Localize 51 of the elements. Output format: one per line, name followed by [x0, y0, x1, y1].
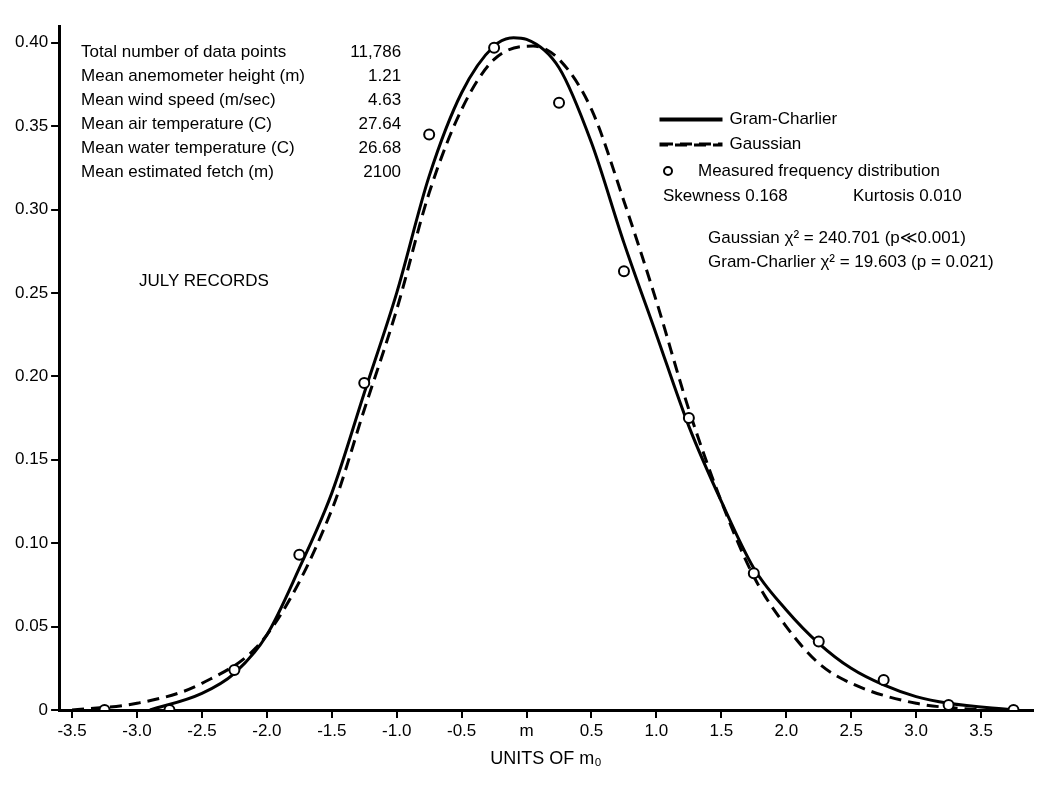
x-tick-label: 0.5 — [579, 720, 604, 740]
legend-label: Gaussian — [729, 134, 802, 154]
text: Mean anemometer height (m) 1.21 — [81, 65, 402, 85]
point — [877, 673, 890, 686]
y-tick-label: 0.15 — [14, 449, 49, 469]
x-axis-title: UNITS OF m₀ — [490, 748, 602, 769]
annotation: Gram-Charlier χ² = 19.603 (p = 0.021) — [708, 251, 994, 271]
text: Mean estimated fetch (m) 2100 — [81, 161, 402, 181]
annotation: JULY RECORDS — [139, 270, 269, 290]
y-tick-label: 0 — [38, 699, 49, 719]
point — [423, 128, 436, 141]
point — [942, 699, 955, 710]
point — [228, 663, 241, 676]
x-tick-label: 1.0 — [644, 720, 669, 740]
x-tick-label: 3.0 — [904, 720, 928, 740]
x-tick-label: -2.5 — [187, 720, 217, 740]
x-tick-label: -3.0 — [122, 720, 152, 740]
point — [747, 567, 760, 580]
text: Mean water temperature (C) 26.68 — [81, 137, 402, 157]
point — [293, 548, 306, 561]
y-tick-label: 0.30 — [14, 199, 49, 219]
annotation: Kurtosis 0.010 — [853, 185, 962, 205]
x-tick-label: -1.0 — [382, 720, 412, 740]
text: Total number of data points 11,786 — [81, 41, 402, 61]
y-tick-label: 0.40 — [14, 32, 49, 52]
x-tick-label: m — [519, 720, 534, 740]
point — [358, 377, 371, 390]
legend-label: Gram-Charlier — [729, 109, 838, 129]
text: Mean air temperature (C) 27.64 — [81, 113, 402, 133]
x-tick-label: 3.5 — [969, 720, 993, 740]
point — [488, 41, 501, 54]
x-tick-label: 1.5 — [709, 720, 734, 740]
y-tick-label: 0.10 — [14, 532, 49, 552]
point — [617, 265, 630, 278]
x-tick-label: 2.0 — [774, 720, 799, 740]
point — [812, 635, 825, 648]
text: Mean wind speed (m/sec) 4.63 — [81, 89, 402, 109]
point — [682, 412, 695, 425]
x-tick-label: -0.5 — [446, 720, 477, 740]
legend-label: Measured frequency distribution — [698, 160, 940, 180]
y-tick-label: 0.35 — [14, 115, 49, 135]
x-tick-label: -2.0 — [252, 720, 282, 740]
y-tick-label: 0.05 — [14, 616, 49, 636]
annotation: Gaussian χ² = 240.701 (p≪0.001) — [708, 227, 966, 247]
annotation: Skewness 0.168 — [663, 185, 788, 205]
point — [553, 96, 566, 109]
y-tick-label: 0.25 — [14, 282, 49, 302]
x-tick-label: -3.5 — [57, 720, 87, 740]
y-tick-label: 0.20 — [14, 366, 49, 386]
x-tick-label: 2.5 — [839, 720, 864, 740]
x-tick-label: -1.5 — [317, 720, 347, 740]
